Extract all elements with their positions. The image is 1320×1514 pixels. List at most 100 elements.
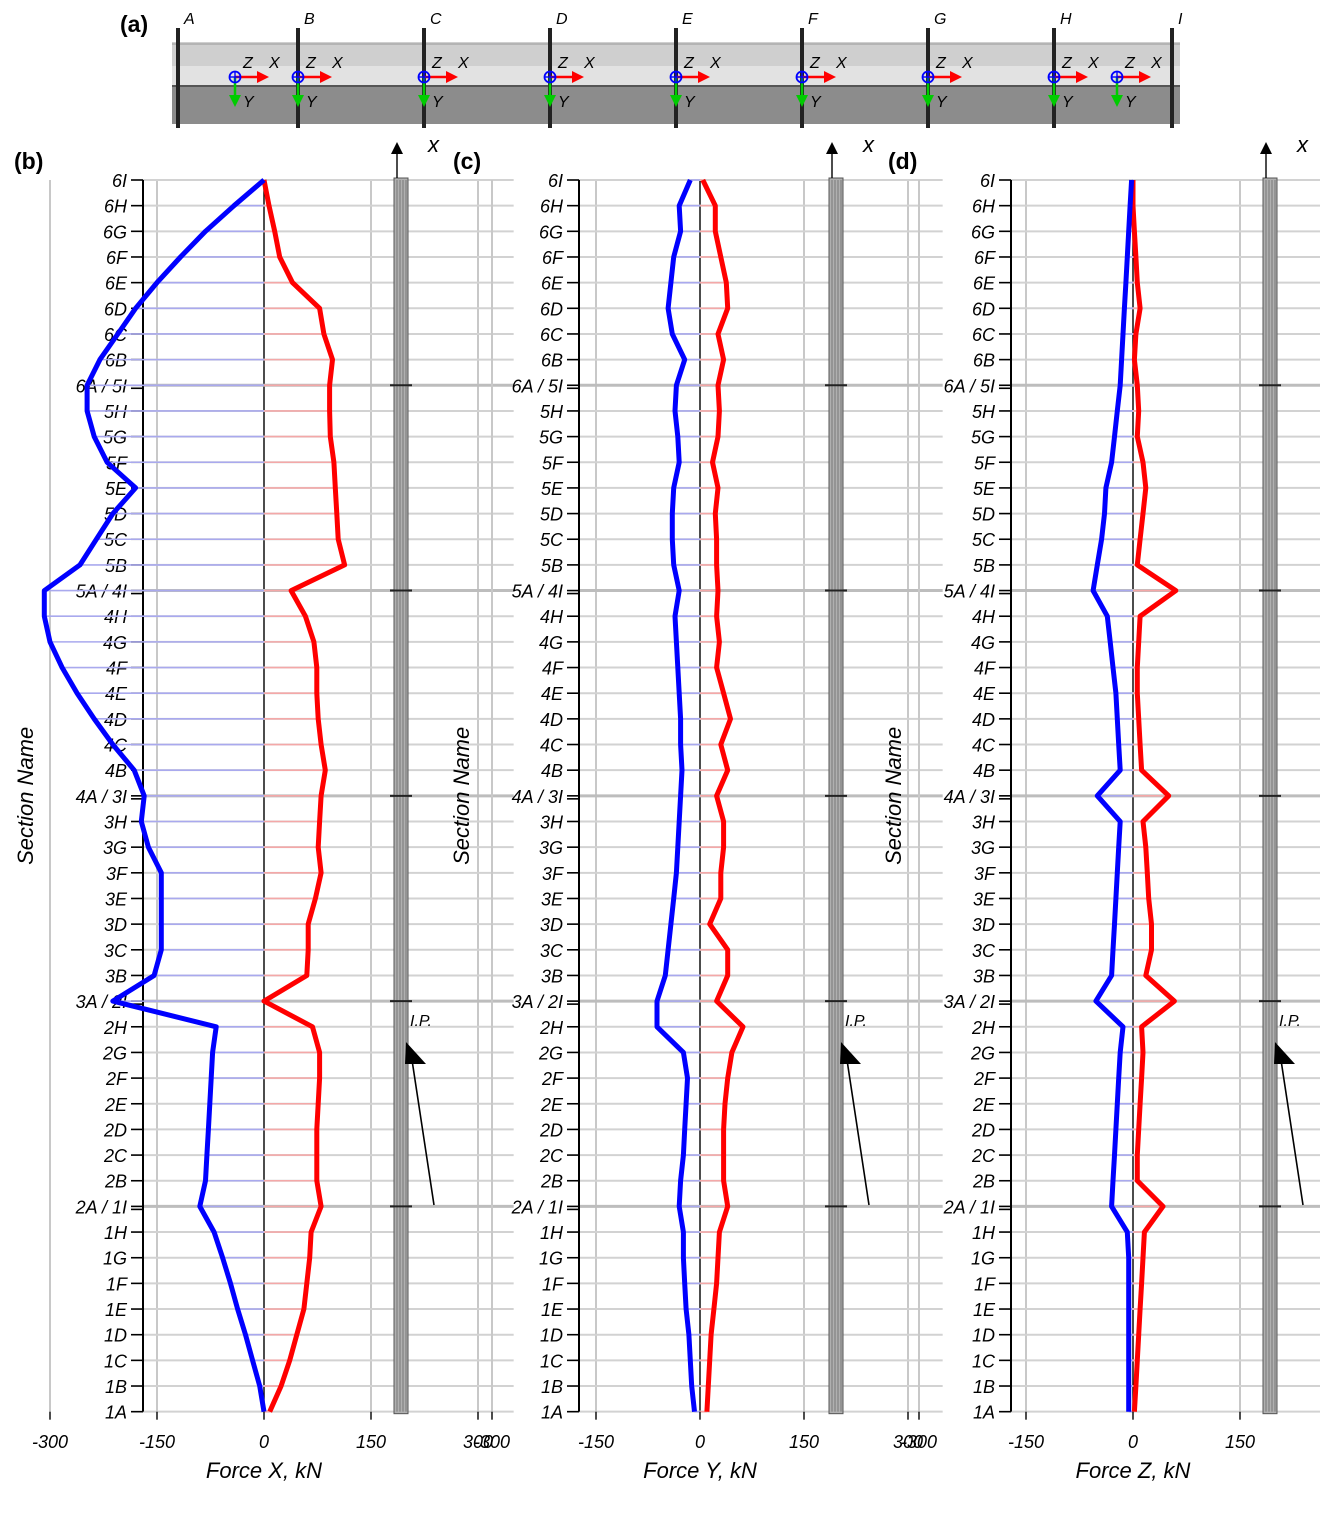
z-axis-symbol bbox=[228, 70, 242, 84]
section-tick-label: 5H bbox=[104, 402, 128, 422]
z-axis-label: Z bbox=[557, 55, 569, 72]
x-tick-label: -150 bbox=[139, 1432, 175, 1452]
y-arrowhead bbox=[1111, 95, 1123, 107]
section-tick-label: 6A / 5I bbox=[76, 376, 127, 396]
x-tick-label: 150 bbox=[1225, 1432, 1255, 1452]
section-tick-label: 2A / 1I bbox=[511, 1197, 563, 1217]
panel-label-b: (b) bbox=[14, 148, 43, 174]
force-chart-1: 6I 6H 6G 6F 6E 6D 6C 6B 6A / 5I 5H 5G 5F 5E 5D 5C 5B 5A … bbox=[449, 132, 943, 1483]
section-tick-label: 6D bbox=[104, 299, 127, 319]
section-tick-label: 2B bbox=[972, 1172, 995, 1192]
section-tick-label: 1C bbox=[972, 1351, 996, 1371]
y-axis-label: Y bbox=[810, 94, 822, 111]
beam-section-label: B bbox=[304, 11, 315, 28]
section-tick-label: 6A / 5I bbox=[944, 376, 995, 396]
x-axis-label: X bbox=[1087, 55, 1100, 72]
section-tick-label: 1C bbox=[540, 1351, 564, 1371]
x-arrowhead bbox=[446, 71, 458, 83]
section-tick-label: 4B bbox=[541, 761, 563, 781]
section-tick-label: 2E bbox=[972, 1095, 996, 1115]
section-tick-label: 5B bbox=[541, 556, 563, 576]
section-tick-label: 2C bbox=[971, 1146, 996, 1166]
chart-panels: 6I 6H 6G 6F 6E 6D 6C 6B 6A / 5I 5H 5G 5F 5E 5D 5C 5B 5A … bbox=[13, 132, 1320, 1483]
section-tick-label: 3G bbox=[103, 838, 127, 858]
x-axis-title: Force X, kN bbox=[206, 1458, 322, 1483]
x-arrowhead bbox=[1076, 71, 1088, 83]
y-axis-label: Y bbox=[558, 94, 570, 111]
x-tick-label: -300 bbox=[901, 1432, 937, 1452]
section-tick-label: 3H bbox=[540, 813, 564, 833]
series-line-red bbox=[700, 178, 746, 1412]
section-tick-label: 4H bbox=[972, 607, 996, 627]
section-tick-label: 3H bbox=[104, 813, 128, 833]
section-tick-label: 5C bbox=[540, 530, 564, 550]
section-tick-label: 6H bbox=[104, 197, 128, 217]
beam-diagram: A B C D E F G H IZ XYZ XYZ XYZ XYZ XYZ XYZ XYZ XYZ XY bbox=[172, 11, 1183, 128]
section-tick-label: 6D bbox=[972, 299, 995, 319]
series-line-blue bbox=[654, 179, 697, 1412]
y-arrowhead bbox=[292, 95, 304, 107]
section-tick-label: 2B bbox=[540, 1172, 563, 1192]
z-axis-label: Z bbox=[935, 55, 947, 72]
section-tick-label: 5C bbox=[972, 530, 996, 550]
section-tick-label: 5D bbox=[972, 505, 995, 525]
y-axis-label: Y bbox=[1125, 94, 1137, 111]
section-tick-label: 2G bbox=[102, 1043, 127, 1063]
section-tick-label: 3E bbox=[973, 889, 996, 909]
section-tick-label: 2C bbox=[539, 1146, 564, 1166]
section-tick-label: 3C bbox=[972, 941, 996, 961]
section-tick-label: 5E bbox=[973, 479, 996, 499]
section-tick-label: 6I bbox=[980, 171, 995, 191]
section-tick-label: 3H bbox=[972, 813, 996, 833]
section-tick-label: 4A / 3I bbox=[512, 787, 563, 807]
x-axis-label: X bbox=[457, 55, 470, 72]
z-axis-label: Z bbox=[431, 55, 443, 72]
section-tick-label: 2D bbox=[103, 1120, 127, 1140]
section-tick-label: 4F bbox=[974, 659, 996, 679]
section-tick-label: 2G bbox=[538, 1043, 563, 1063]
section-tick-label: 4F bbox=[542, 659, 564, 679]
section-tick-label: 2A / 1I bbox=[943, 1197, 995, 1217]
section-tick-label: 6E bbox=[541, 274, 564, 294]
y-axis-title: Section Name bbox=[881, 727, 906, 865]
section-tick-label: 6A / 5I bbox=[512, 376, 563, 396]
beam-section-label: I bbox=[1178, 11, 1183, 28]
section-tick-label: 6B bbox=[541, 351, 563, 371]
section-tick-label: 1D bbox=[972, 1326, 995, 1346]
section-tick-label: 3A / 2I bbox=[76, 992, 127, 1012]
section-tick-label: 1D bbox=[540, 1326, 563, 1346]
section-tick-label: 6E bbox=[973, 274, 996, 294]
ip-arrowhead bbox=[1274, 1042, 1295, 1064]
section-tick-label: 4F bbox=[106, 659, 128, 679]
panel-label-d: (d) bbox=[888, 148, 917, 174]
z-axis-symbol bbox=[543, 70, 557, 84]
x-direction-arrowhead bbox=[391, 142, 403, 154]
series-line-blue bbox=[41, 178, 267, 1413]
beam-section-label: G bbox=[934, 11, 946, 28]
ip-label: I.P. bbox=[845, 1013, 867, 1030]
x-direction-arrowhead bbox=[1260, 142, 1272, 154]
z-axis-label: Z bbox=[683, 55, 695, 72]
section-tick-label: 1G bbox=[971, 1249, 995, 1269]
section-tick-label: 4C bbox=[972, 736, 996, 756]
section-tick-label: 4D bbox=[540, 710, 563, 730]
section-tick-label: 3C bbox=[104, 941, 128, 961]
section-tick-label: 4E bbox=[105, 684, 128, 704]
y-arrowhead bbox=[796, 95, 808, 107]
x-tick-label: 300 bbox=[893, 1432, 923, 1452]
section-tick-label: 3F bbox=[106, 864, 128, 884]
section-tick-label: 4D bbox=[972, 710, 995, 730]
x-axis-label: X bbox=[709, 55, 722, 72]
x-arrowhead bbox=[572, 71, 584, 83]
x-axis-label: X bbox=[268, 55, 281, 72]
x-tick-label: 150 bbox=[789, 1432, 819, 1452]
x-axis-label: X bbox=[331, 55, 344, 72]
section-tick-label: 5D bbox=[540, 505, 563, 525]
x-direction-label: x bbox=[1296, 132, 1309, 157]
section-tick-label: 1B bbox=[973, 1377, 995, 1397]
z-axis-symbol bbox=[669, 70, 683, 84]
section-tick-label: 3B bbox=[105, 966, 127, 986]
x-arrowhead bbox=[950, 71, 962, 83]
z-axis-symbol bbox=[291, 70, 305, 84]
x-arrowhead bbox=[824, 71, 836, 83]
